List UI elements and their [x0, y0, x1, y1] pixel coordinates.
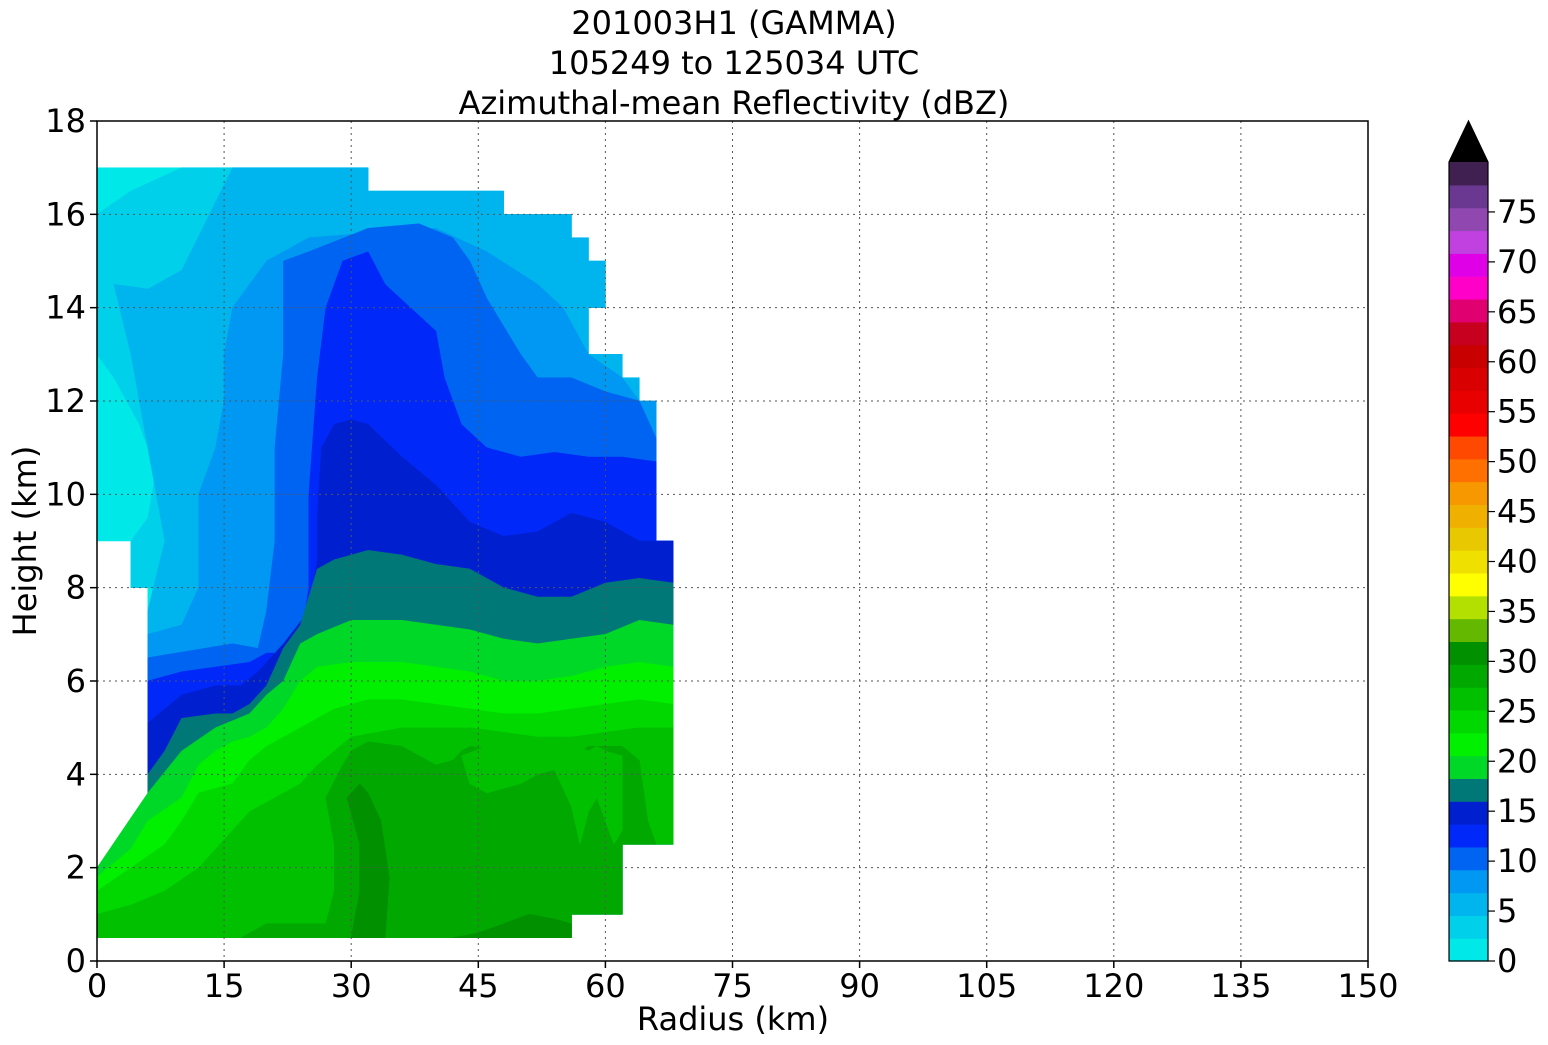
x-tick-label: 120 — [1083, 967, 1144, 1005]
colorbar-segment — [1449, 618, 1488, 642]
x-axis-label: Radius (km) — [637, 1000, 829, 1038]
colorbar-tick-label: 30 — [1497, 642, 1538, 680]
y-axis-label: Height (km) — [6, 446, 44, 637]
colorbar-tick-label: 35 — [1497, 592, 1538, 630]
colorbar-tick-label: 40 — [1497, 543, 1538, 581]
colorbar-segment — [1449, 892, 1488, 916]
contour-33_75-dbz-14 — [452, 914, 572, 938]
x-tick-label: 135 — [1210, 967, 1271, 1005]
colorbar-segment — [1449, 344, 1488, 369]
colorbar-segment — [1449, 641, 1488, 665]
plot-area — [97, 167, 674, 938]
colorbar-segment — [1449, 253, 1488, 277]
colorbar-tick-label: 75 — [1497, 193, 1538, 231]
contour-28_75-dbz-pocket-1 — [461, 746, 538, 794]
colorbar-segment — [1449, 298, 1488, 323]
colorbar-tick-label: 45 — [1497, 493, 1538, 531]
colorbar-segment — [1449, 390, 1488, 414]
colorbar-segment — [1449, 664, 1488, 688]
contour-28_75-dbz-pocket-0 — [486, 741, 623, 845]
x-tick-label: 90 — [839, 967, 880, 1005]
y-tick-label: 14 — [45, 289, 86, 327]
colorbar-tick-label: 25 — [1497, 692, 1538, 730]
colorbar-segment — [1449, 527, 1488, 551]
colorbar-segment — [1449, 413, 1488, 437]
y-tick-label: 2 — [66, 849, 86, 887]
colorbar-segment — [1449, 709, 1488, 734]
colorbar-tick-label: 65 — [1497, 293, 1538, 331]
x-tick-label: 45 — [458, 967, 499, 1005]
colorbar: 0 5 10 15 20 25 30 35 40 45 50 55 60 65 70 75 — [1448, 119, 1538, 980]
colorbar-segment — [1449, 801, 1488, 825]
x-tick-label: 150 — [1337, 967, 1398, 1005]
colorbar-segment — [1449, 824, 1488, 848]
colorbar-segment — [1449, 846, 1488, 871]
colorbar-segment — [1449, 184, 1488, 209]
y-tick-label: 6 — [66, 662, 86, 700]
colorbar-segment — [1449, 755, 1488, 779]
colorbar-segment — [1449, 687, 1488, 711]
colorbar-segment — [1449, 869, 1488, 894]
x-tick-label: 75 — [712, 967, 753, 1005]
y-tick-label: 8 — [66, 569, 86, 607]
colorbar-extend-arrow — [1449, 121, 1488, 162]
x-tick-label: 0 — [87, 967, 107, 1005]
x-tick-label: 30 — [331, 967, 372, 1005]
colorbar-segment — [1449, 595, 1488, 620]
colorbar-tick-label: 50 — [1497, 443, 1538, 481]
colorbar-segment — [1449, 504, 1488, 528]
colorbar-segment — [1449, 458, 1488, 483]
grid-lines — [97, 121, 1368, 961]
colorbar-segment — [1449, 550, 1488, 574]
colorbar-segment — [1449, 778, 1488, 802]
x-tick-label: 60 — [585, 967, 626, 1005]
contour-33_75-dbz-13 — [346, 783, 390, 938]
colorbar-segment — [1449, 162, 1488, 186]
x-tick-label: 105 — [956, 967, 1017, 1005]
colorbar-tick-label: 0 — [1497, 942, 1517, 980]
colorbar-frame — [1448, 119, 1489, 962]
colorbar-segment — [1449, 572, 1488, 597]
colorbar-segment — [1449, 435, 1488, 460]
title-line-1: 201003H1 (GAMMA) — [571, 4, 897, 42]
x-tick-label: 15 — [204, 967, 245, 1005]
y-tick-label: 10 — [45, 475, 86, 513]
title-line-2: 105249 to 125034 UTC — [549, 44, 919, 82]
chart-title: 201003H1 (GAMMA) 105249 to 125034 UTC Az… — [459, 4, 1010, 122]
colorbar-segment — [1449, 938, 1488, 962]
y-tick-label: 0 — [66, 942, 86, 980]
colorbar-tick-label: 15 — [1497, 792, 1538, 830]
y-tick-label: 18 — [45, 102, 86, 140]
y-tick-label: 4 — [66, 755, 86, 793]
y-tick-label: 16 — [45, 195, 86, 233]
title-line-3: Azimuthal-mean Reflectivity (dBZ) — [459, 84, 1010, 122]
colorbar-segment — [1449, 915, 1488, 939]
colorbar-segment — [1449, 481, 1488, 506]
colorbar-segment — [1449, 732, 1488, 757]
colorbar-tick-label: 55 — [1497, 393, 1538, 431]
colorbar-tick-label: 20 — [1497, 742, 1538, 780]
y-axis-ticks: 0 2 4 6 8 10 12 14 16 18 — [45, 102, 97, 980]
colorbar-segment — [1449, 276, 1488, 300]
colorbar-tick-label: 70 — [1497, 243, 1538, 281]
colorbar-segment — [1449, 367, 1488, 391]
x-axis-ticks: 0 15 30 45 60 75 90 105 120 135 150 — [87, 961, 1399, 1005]
colorbar-tick-label: 5 — [1497, 892, 1517, 930]
y-tick-label: 12 — [45, 382, 86, 420]
colorbar-tick-label: 60 — [1497, 343, 1538, 381]
colorbar-segment — [1449, 230, 1488, 254]
colorbar-tick-label: 10 — [1497, 842, 1538, 880]
colorbar-segment — [1449, 207, 1488, 232]
colorbar-segment — [1449, 321, 1488, 346]
